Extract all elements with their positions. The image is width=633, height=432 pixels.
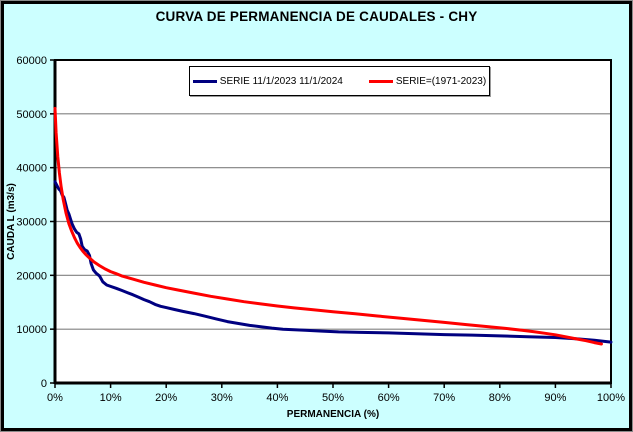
y-tick-label: 40000: [16, 163, 47, 175]
legend: SERIE 11/1/2023 11/1/2024 SERIE=(1971-20…: [189, 66, 490, 96]
series-line-2: [53, 106, 603, 346]
x-tick-label: 50%: [322, 392, 344, 404]
series1-line-swatch: [192, 79, 217, 83]
x-tick-label: 100%: [597, 392, 625, 404]
y-tick-label: 30000: [16, 217, 47, 229]
legend-label-series1: SERIE 11/1/2023 11/1/2024: [219, 75, 343, 87]
y-axis-title: CAUDA L (m3/s): [6, 183, 17, 260]
y-tick-label: 50000: [16, 109, 47, 121]
x-tick-label: 40%: [266, 392, 288, 404]
x-tick-label: 0%: [47, 392, 63, 404]
y-tick-label: 10000: [16, 324, 47, 336]
x-tick-label: 60%: [378, 392, 400, 404]
legend-item-series2: SERIE=(1971-2023): [368, 75, 487, 87]
x-axis-title: PERMANENCIA (%): [287, 409, 379, 420]
y-tick-label: 20000: [16, 270, 47, 282]
legend-label-series2: SERIE=(1971-2023): [395, 75, 487, 87]
plot-area: 0 10000 20000 30000 40000 50000 60000 0% 10% 20% 3…: [6, 55, 625, 420]
x-tick-label: 20%: [155, 392, 177, 404]
series-line-1: [53, 180, 613, 344]
x-tick-label: 80%: [489, 392, 511, 404]
legend-item-series1: SERIE 11/1/2023 11/1/2024: [192, 75, 343, 87]
chart-title: CURVA DE PERMANENCIA DE CAUDALES - CHY: [155, 9, 478, 24]
x-tick-label: 30%: [211, 392, 233, 404]
x-tick-label: 70%: [433, 392, 455, 404]
x-tick-label: 10%: [100, 392, 122, 404]
y-tick-label: 60000: [16, 55, 47, 67]
x-tick-label: 90%: [544, 392, 566, 404]
y-tick-label: 0: [41, 378, 47, 390]
series2-line-swatch: [368, 79, 393, 83]
